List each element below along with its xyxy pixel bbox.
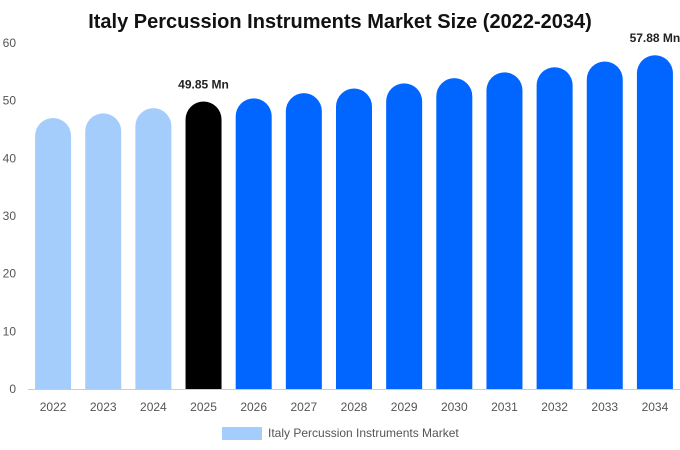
y-tick-label: 30 bbox=[3, 209, 17, 223]
y-tick-label: 20 bbox=[3, 267, 17, 281]
bars-group bbox=[35, 55, 673, 390]
y-axis: 0 10 20 30 40 50 60 bbox=[3, 36, 17, 396]
x-tick-label: 2029 bbox=[391, 400, 418, 414]
y-tick-label: 50 bbox=[3, 94, 17, 108]
x-tick-label: 2023 bbox=[90, 400, 117, 414]
x-tick-label: 2033 bbox=[591, 400, 618, 414]
bar-2031[interactable] bbox=[486, 72, 523, 389]
bar-2027[interactable] bbox=[285, 93, 322, 390]
x-tick-label: 2028 bbox=[341, 400, 368, 414]
bar-2024[interactable] bbox=[135, 108, 172, 390]
x-tick-label: 2026 bbox=[240, 400, 267, 414]
x-tick-label: 2031 bbox=[491, 400, 518, 414]
x-tick-label: 2032 bbox=[541, 400, 568, 414]
bar-2023[interactable] bbox=[85, 113, 122, 390]
x-tick-label: 2024 bbox=[140, 400, 167, 414]
bar-2022[interactable] bbox=[35, 117, 72, 389]
x-tick-label: 2034 bbox=[642, 400, 669, 414]
bar-2034[interactable] bbox=[636, 55, 673, 389]
legend[interactable]: Italy Percussion Instruments Market bbox=[222, 426, 459, 440]
data-label: 57.88 Mn bbox=[630, 31, 680, 45]
y-tick-label: 60 bbox=[3, 36, 17, 50]
x-axis: 2022 2023 2024 2025 2026 2027 2028 2029 2030 2031… bbox=[28, 389, 680, 414]
legend-swatch bbox=[222, 427, 262, 440]
x-tick-label: 2027 bbox=[290, 400, 317, 414]
bar-2032[interactable] bbox=[536, 67, 573, 389]
bar-2029[interactable] bbox=[386, 83, 423, 389]
x-tick-label: 2030 bbox=[441, 400, 468, 414]
y-tick-label: 0 bbox=[9, 382, 16, 396]
y-tick-label: 10 bbox=[3, 324, 17, 338]
bar-2030[interactable] bbox=[436, 78, 473, 389]
x-tick-label: 2025 bbox=[190, 400, 217, 414]
bar-2025[interactable] bbox=[185, 101, 222, 389]
legend-label: Italy Percussion Instruments Market bbox=[268, 426, 459, 440]
bar-2033[interactable] bbox=[586, 61, 623, 389]
bar-2028[interactable] bbox=[336, 88, 372, 389]
y-tick-label: 40 bbox=[3, 151, 17, 165]
bar-2026[interactable] bbox=[235, 98, 272, 390]
data-labels-group: 49.85 Mn 57.88 Mn bbox=[178, 31, 680, 91]
x-tick-label: 2022 bbox=[40, 400, 67, 414]
chart-title: Italy Percussion Instruments Market Size… bbox=[88, 11, 592, 33]
data-label: 49.85 Mn bbox=[178, 78, 229, 92]
